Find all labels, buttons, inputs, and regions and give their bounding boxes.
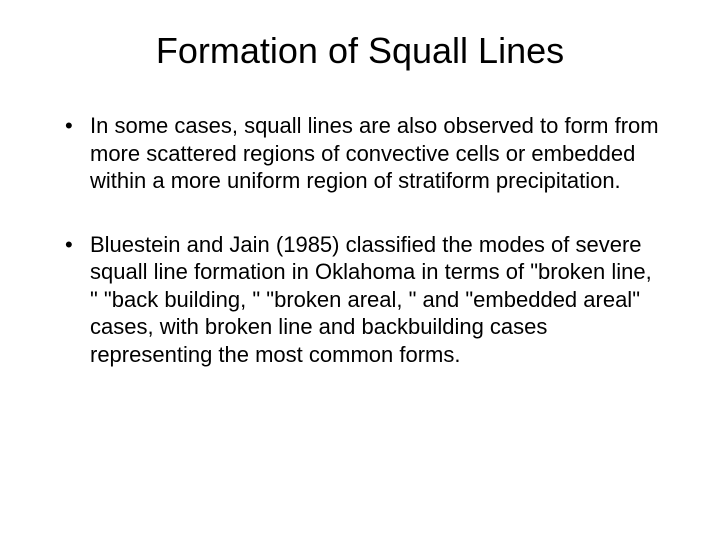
bullet-list: In some cases, squall lines are also obs… [60,112,660,368]
bullet-item: In some cases, squall lines are also obs… [60,112,660,195]
bullet-item: Bluestein and Jain (1985) classified the… [60,231,660,369]
slide-title: Formation of Squall Lines [60,30,660,72]
